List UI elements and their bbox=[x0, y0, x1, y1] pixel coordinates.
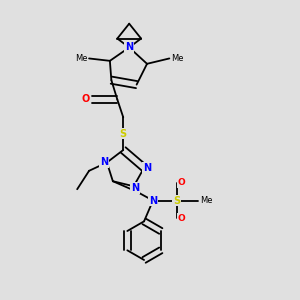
Text: S: S bbox=[173, 196, 180, 206]
Text: N: N bbox=[131, 183, 139, 193]
Text: O: O bbox=[177, 178, 185, 187]
Text: Me: Me bbox=[200, 196, 212, 205]
Text: Me: Me bbox=[171, 54, 183, 63]
Text: O: O bbox=[81, 94, 90, 104]
Text: N: N bbox=[143, 163, 151, 173]
Text: N: N bbox=[100, 158, 108, 167]
Text: N: N bbox=[149, 196, 157, 206]
Text: S: S bbox=[120, 129, 127, 139]
Text: Me: Me bbox=[75, 54, 88, 63]
Text: O: O bbox=[177, 214, 185, 223]
Text: N: N bbox=[125, 43, 133, 52]
